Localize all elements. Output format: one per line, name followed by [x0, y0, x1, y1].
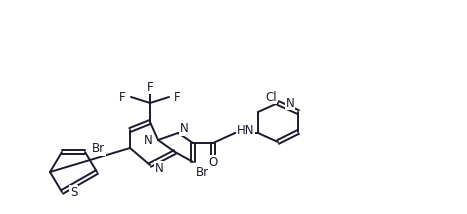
Text: N: N [155, 162, 164, 174]
Text: S: S [70, 186, 78, 199]
Text: Br: Br [92, 143, 105, 156]
Text: O: O [208, 156, 218, 168]
Text: HN: HN [237, 123, 255, 137]
Text: N: N [144, 134, 153, 147]
Text: F: F [120, 91, 126, 104]
Text: Br: Br [196, 165, 209, 178]
Text: N: N [180, 122, 189, 135]
Text: F: F [174, 91, 181, 104]
Text: N: N [286, 97, 295, 110]
Text: Cl: Cl [265, 91, 276, 104]
Text: F: F [147, 80, 153, 94]
